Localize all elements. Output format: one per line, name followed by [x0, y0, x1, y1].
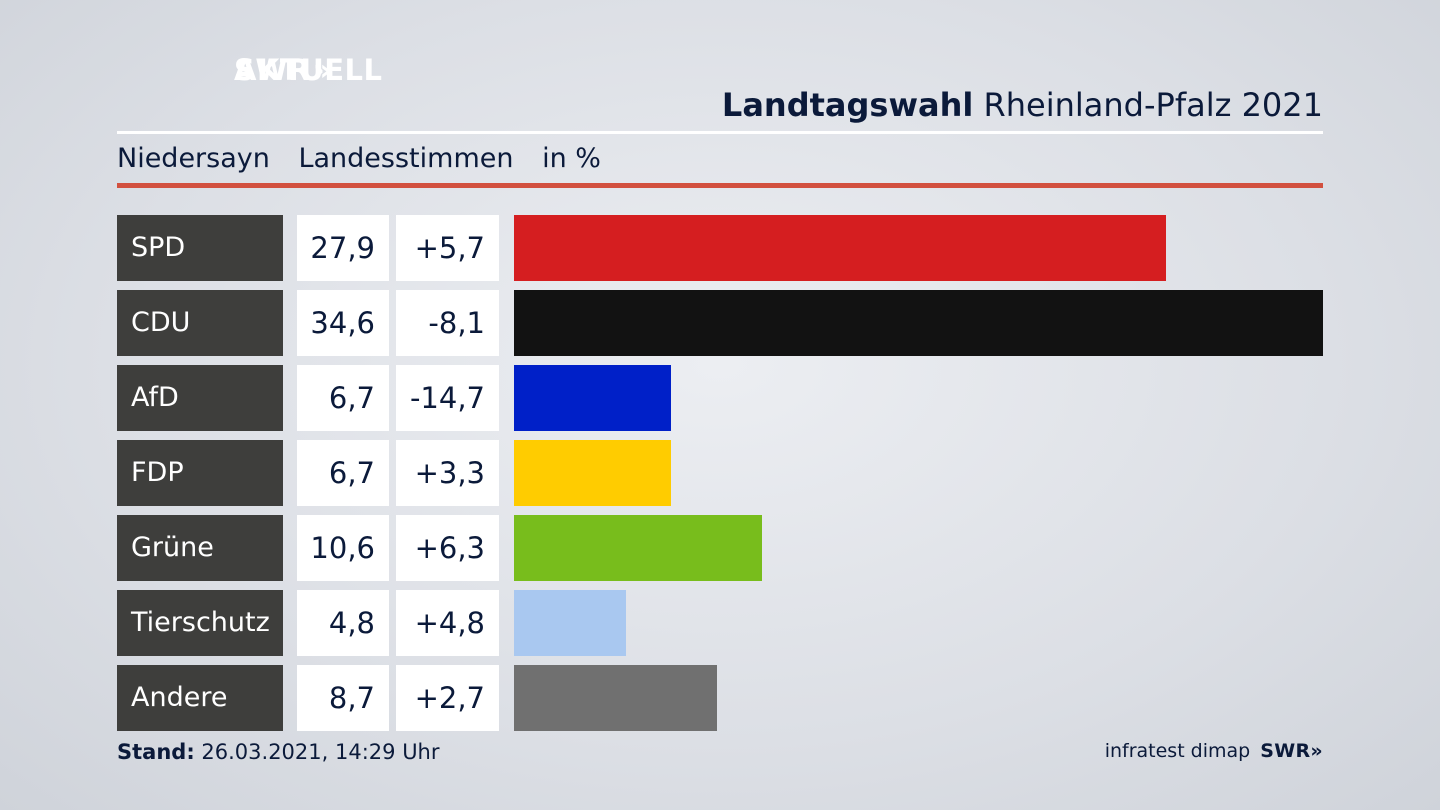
subtitle-divider: [117, 183, 1323, 188]
result-bar: [514, 215, 1166, 281]
result-row: Tierschutz 4,8 +4,8: [117, 590, 1323, 656]
result-row: CDU 34,6 -8,1: [117, 290, 1323, 356]
vote-share-label: 10,6: [297, 515, 389, 581]
result-bar: [514, 440, 671, 506]
vote-share-label: 27,9: [297, 215, 389, 281]
result-bar: [514, 590, 626, 656]
subtitle-vote-type: Landesstimmen: [298, 143, 514, 174]
result-row: AfD 6,7 -14,7: [117, 365, 1323, 431]
result-row: SPD 27,9 +5,7: [117, 215, 1323, 281]
change-label: +6,3: [396, 515, 499, 581]
party-label: Tierschutz: [117, 590, 283, 656]
vote-share-label: 8,7: [297, 665, 389, 731]
result-row: Andere 8,7 +2,7: [117, 665, 1323, 731]
title-strong: Landtagswahl: [721, 86, 974, 124]
subtitle-unit: in %: [542, 143, 601, 174]
result-bar: [514, 365, 671, 431]
result-bar: [514, 665, 717, 731]
party-label: Andere: [117, 665, 283, 731]
source-name: infratest dimap: [1104, 740, 1251, 762]
chart-subtitle: Niedersayn Landesstimmen in %: [117, 143, 621, 174]
change-label: +5,7: [396, 215, 499, 281]
change-label: +2,7: [396, 665, 499, 731]
vote-share-label: 6,7: [297, 440, 389, 506]
source-credit: infratest dimap SWR»: [1105, 740, 1323, 762]
change-label: +3,3: [396, 440, 499, 506]
change-label: -14,7: [396, 365, 499, 431]
party-label: AfD: [117, 365, 283, 431]
vote-share-label: 4,8: [297, 590, 389, 656]
party-label: FDP: [117, 440, 283, 506]
stand-label: Stand:: [117, 740, 195, 764]
party-label: CDU: [117, 290, 283, 356]
result-bar: [514, 290, 1323, 356]
brand-swr: SWR»: [1260, 740, 1323, 762]
result-row: Grüne 10,6 +6,3: [117, 515, 1323, 581]
vote-share-label: 34,6: [297, 290, 389, 356]
party-label: SPD: [117, 215, 283, 281]
header-divider: [117, 131, 1323, 134]
title-rest: Rheinland-Pfalz 2021: [983, 86, 1323, 124]
logo-aktuell: AKTUELL: [234, 53, 383, 87]
timestamp: Stand: 26.03.2021, 14:29 Uhr: [117, 740, 440, 764]
party-label: Grüne: [117, 515, 283, 581]
stand-value: 26.03.2021, 14:29 Uhr: [201, 740, 440, 764]
change-label: -8,1: [396, 290, 499, 356]
result-bar: [514, 515, 762, 581]
result-row: FDP 6,7 +3,3: [117, 440, 1323, 506]
page-title: Landtagswahl Rheinland-Pfalz 2021: [722, 86, 1323, 124]
change-label: +4,8: [396, 590, 499, 656]
subtitle-region: Niedersayn: [117, 143, 270, 174]
logo-swr: SWR: [234, 53, 311, 87]
vote-share-label: 6,7: [297, 365, 389, 431]
brand-chevron-icon: »: [1310, 740, 1323, 762]
